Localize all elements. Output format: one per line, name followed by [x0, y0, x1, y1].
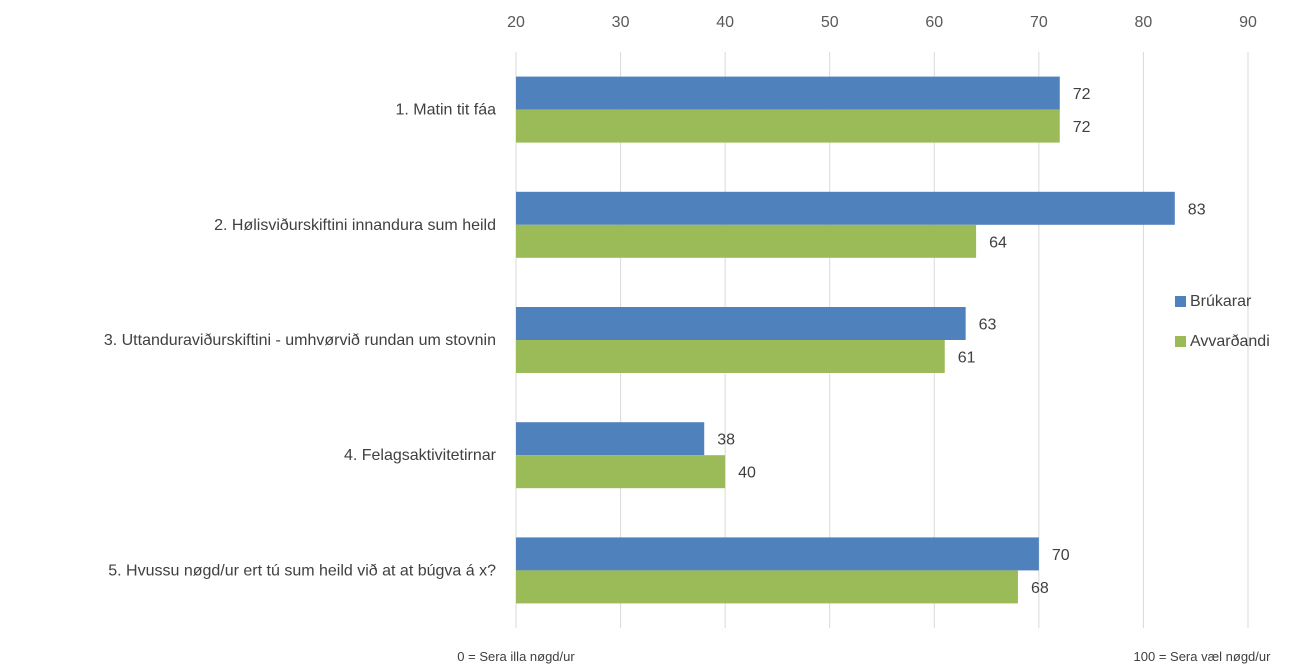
- category-label: 5. Hvussu nøgd/ur ert tú sum heild við a…: [108, 562, 496, 579]
- data-label: 61: [958, 350, 976, 367]
- bar-series-1: [516, 422, 705, 456]
- legend-swatch: [1175, 336, 1186, 347]
- x-tick-label: 20: [507, 14, 525, 31]
- data-label: 63: [979, 317, 997, 334]
- x-tick-label: 70: [1030, 14, 1048, 31]
- x-tick-label: 60: [925, 14, 943, 31]
- x-tick-label: 90: [1239, 14, 1257, 31]
- data-label: 70: [1052, 547, 1070, 564]
- bar-series-2: [516, 109, 1060, 143]
- data-label: 40: [738, 465, 756, 482]
- bar-series-2: [516, 570, 1018, 604]
- scale-note-right: 100 = Sera væl nøgd/ur: [1134, 649, 1272, 664]
- x-axis-ticks: 20 30 40 50 60 70 80 90: [507, 14, 1257, 31]
- category-label: 3. Uttanduraviðurskiftini - umhvørvið ru…: [104, 332, 496, 349]
- category-label: 1. Matin tit fáa: [396, 102, 497, 119]
- data-label: 64: [989, 234, 1007, 251]
- scale-note-left: 0 = Sera illa nøgd/ur: [457, 649, 575, 664]
- bar-series-2: [516, 340, 945, 373]
- data-label: 72: [1073, 119, 1091, 136]
- data-label: 83: [1188, 201, 1206, 218]
- data-label: 38: [717, 432, 735, 449]
- bar-series-1: [516, 307, 966, 340]
- bar-series-1: [516, 76, 1060, 110]
- x-tick-label: 30: [612, 14, 630, 31]
- bar-series-2: [516, 455, 726, 489]
- category-label: 2. Hølisviðurskiftini innandura sum heil…: [214, 217, 496, 234]
- category-label: 4. Felagsaktivitetirnar: [344, 447, 497, 464]
- x-tick-label: 40: [716, 14, 734, 31]
- bar-series-2: [516, 224, 977, 258]
- legend-label: Avvarðandi: [1190, 333, 1270, 350]
- data-label: 68: [1031, 580, 1049, 597]
- category-labels: 1. Matin tit fáa 2. Hølisviðurskiftini in…: [104, 102, 497, 580]
- bar-series-1: [516, 537, 1039, 571]
- legend: Brúkarar Avvarðandi: [1175, 293, 1270, 350]
- legend-label: Brúkarar: [1190, 293, 1252, 310]
- legend-swatch: [1175, 296, 1186, 307]
- x-tick-label: 80: [1135, 14, 1153, 31]
- bar-series-1: [516, 191, 1175, 225]
- x-tick-label: 50: [821, 14, 839, 31]
- data-label: 72: [1073, 86, 1091, 103]
